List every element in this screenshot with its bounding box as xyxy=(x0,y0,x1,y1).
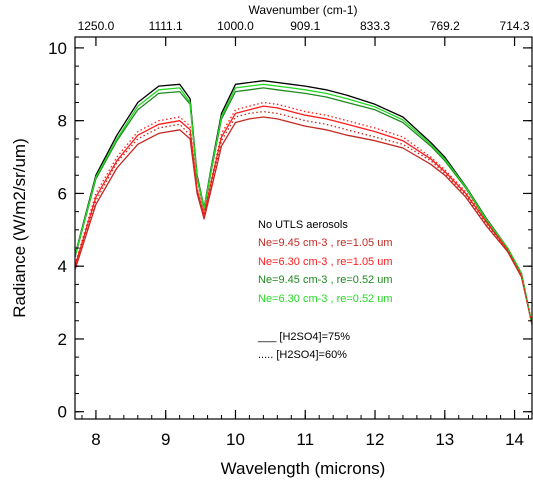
y-tick-label: 2 xyxy=(58,330,67,349)
legend-style-dotted: ..... [H2SO4]=60% xyxy=(258,349,347,361)
top-tick-label: 1111.1 xyxy=(149,19,183,33)
top-tick-label: 769.2 xyxy=(430,19,460,33)
series-line-0 xyxy=(74,80,533,325)
top-tick-label: 1000.0 xyxy=(217,19,254,33)
legend-entry-4: Ne=6.30 cm-3 , re=0.52 um xyxy=(258,293,393,305)
x-tick-label: 12 xyxy=(366,430,385,449)
series-line-5 xyxy=(74,110,533,325)
x-tick-label: 10 xyxy=(226,430,245,449)
series-line-4 xyxy=(74,83,533,325)
series-line-6 xyxy=(74,101,533,325)
y-tick-label: 4 xyxy=(58,257,67,276)
top-axis-title: Wavenumber (cm-1) xyxy=(249,3,358,17)
x-tick-label: 14 xyxy=(505,430,524,449)
top-tick-label: 833.3 xyxy=(360,19,390,33)
series-line-3 xyxy=(74,87,533,325)
legend-entry-2: Ne=6.30 cm-3 , re=1.05 um xyxy=(258,256,393,268)
y-tick-label: 8 xyxy=(58,112,67,131)
x-tick-label: 9 xyxy=(161,430,170,449)
y-tick-label: 10 xyxy=(48,39,67,58)
x-tick-label: 13 xyxy=(435,430,454,449)
y-axis-title: Radiance (W/m2/sr/um) xyxy=(10,138,29,317)
series-line-1 xyxy=(74,116,533,325)
legend-style-solid: ___ [H2SO4]=75% xyxy=(257,331,350,343)
legend: No UTLS aerosols Ne=9.45 cm-3 , re=1.05 … xyxy=(257,219,393,361)
top-tick-label: 909.1 xyxy=(290,19,320,33)
legend-entry-0: No UTLS aerosols xyxy=(258,219,348,231)
plot-frame xyxy=(74,36,533,420)
y-tick-label: 0 xyxy=(58,403,67,422)
legend-entry-1: Ne=9.45 cm-3 , re=1.05 um xyxy=(258,237,393,249)
top-tick-label: 714.3 xyxy=(500,19,530,33)
x-axis-title: Wavelength (microns) xyxy=(221,459,386,478)
ticks-layer: 8 9 10 11 12 13 14 1250.0 1111.1 1000.0 909.1 833.3… xyxy=(48,19,532,449)
x-tick-label: 11 xyxy=(296,430,314,449)
x-tick-label: 8 xyxy=(91,430,100,449)
legend-entry-3: Ne=9.45 cm-3 , re=0.52 um xyxy=(258,274,393,286)
series-layer xyxy=(74,80,533,325)
top-tick-label: 1250.0 xyxy=(78,19,115,33)
y-tick-label: 6 xyxy=(58,184,67,203)
series-line-2 xyxy=(74,105,533,325)
